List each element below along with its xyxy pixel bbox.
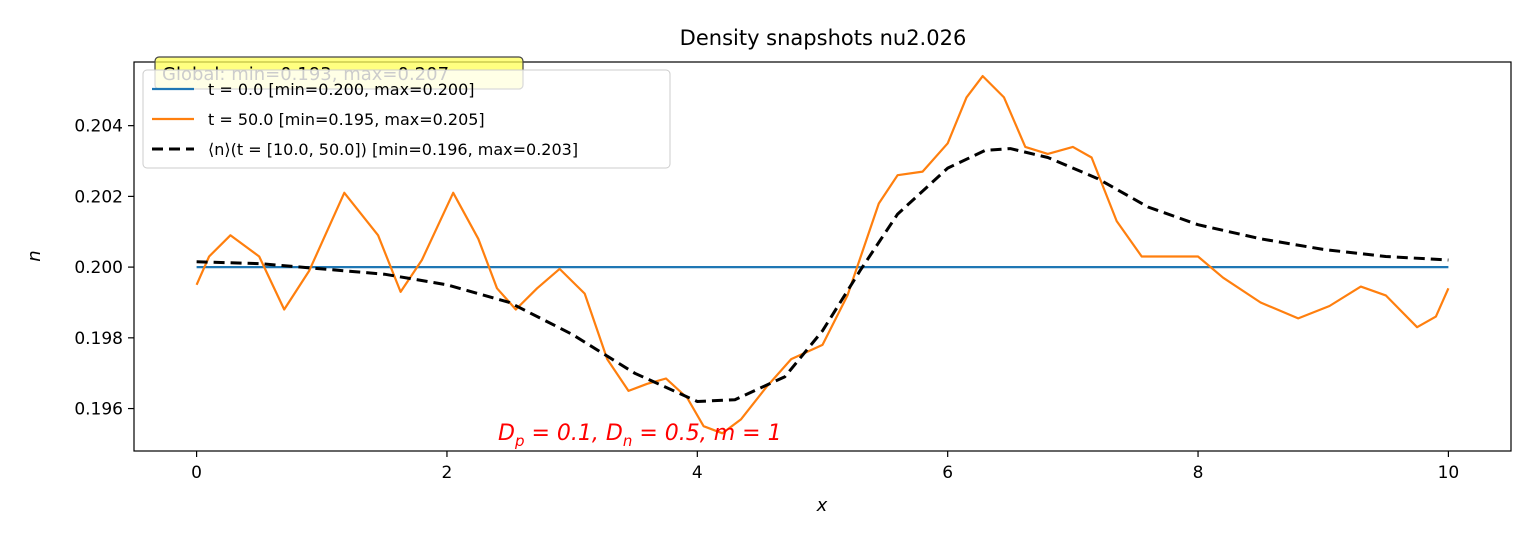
chart-title: Density snapshots nu2.026 xyxy=(680,26,967,50)
parameters-annotation: Dp = 0.1, Dn = 0.5, m = 1 xyxy=(498,421,782,450)
legend: t = 0.0 [min=0.200, max=0.200] t = 50.0 [… xyxy=(142,69,671,169)
y-tick-label: 0.198 xyxy=(74,329,123,349)
y-tick-label: 0.196 xyxy=(74,400,123,420)
x-tick-label: 10 xyxy=(1438,463,1460,483)
x-tick-label: 8 xyxy=(1193,463,1204,483)
legend-label-2: ⟨n⟩(t = [10.0, 50.0]) [min=0.196, max=0.… xyxy=(208,140,578,159)
plot-frame xyxy=(133,61,1512,452)
y-axis-label: n xyxy=(24,250,45,261)
x-ticks: 0 2 4 6 8 10 xyxy=(191,451,1459,483)
series-line-1 xyxy=(195,74,1450,435)
legend-entries: t = 0.0 [min=0.200, max=0.200] t = 50.0 [… xyxy=(152,80,578,159)
legend-frame xyxy=(142,69,671,169)
legend-label-1: t = 50.0 [min=0.195, max=0.205] xyxy=(208,110,485,129)
series-layer xyxy=(195,74,1450,435)
x-tick-label: 0 xyxy=(191,463,202,483)
y-tick-label: 0.204 xyxy=(74,117,123,137)
x-axis-label: x xyxy=(816,495,828,516)
x-tick-label: 6 xyxy=(942,463,953,483)
y-tick-label: 0.202 xyxy=(74,187,123,207)
x-tick-label: 2 xyxy=(442,463,453,483)
x-tick-label: 4 xyxy=(692,463,703,483)
legend-label-0: t = 0.0 [min=0.200, max=0.200] xyxy=(208,80,475,99)
series-line-2 xyxy=(196,147,1449,403)
y-tick-label: 0.200 xyxy=(74,258,123,278)
y-ticks: 0.196 0.198 0.200 0.202 0.204 xyxy=(74,117,134,420)
